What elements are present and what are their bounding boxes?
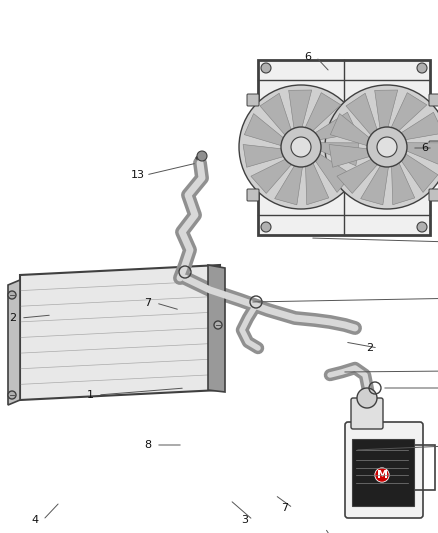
FancyBboxPatch shape: [429, 141, 438, 153]
FancyBboxPatch shape: [258, 60, 430, 235]
Text: 7: 7: [145, 298, 152, 308]
Text: 6: 6: [421, 143, 428, 153]
FancyBboxPatch shape: [247, 189, 259, 201]
Circle shape: [417, 222, 427, 232]
FancyBboxPatch shape: [345, 422, 423, 518]
Circle shape: [377, 137, 397, 157]
Polygon shape: [304, 112, 357, 142]
Polygon shape: [243, 144, 296, 167]
Polygon shape: [360, 154, 390, 205]
FancyBboxPatch shape: [352, 439, 414, 506]
Circle shape: [281, 127, 321, 167]
Polygon shape: [305, 151, 329, 205]
Polygon shape: [308, 147, 352, 192]
Text: 3: 3: [241, 515, 248, 525]
Text: 1: 1: [86, 390, 93, 400]
Polygon shape: [329, 144, 382, 167]
Polygon shape: [390, 112, 438, 142]
Circle shape: [367, 127, 407, 167]
Polygon shape: [289, 90, 312, 141]
Circle shape: [197, 151, 207, 161]
Polygon shape: [20, 265, 220, 400]
Circle shape: [8, 291, 16, 299]
Text: 2: 2: [367, 343, 374, 353]
Polygon shape: [275, 154, 304, 205]
Polygon shape: [346, 93, 381, 145]
Polygon shape: [394, 147, 438, 192]
Circle shape: [261, 63, 271, 73]
FancyBboxPatch shape: [429, 94, 438, 106]
Text: 4: 4: [32, 515, 39, 525]
Circle shape: [239, 85, 363, 209]
Polygon shape: [394, 143, 438, 166]
Text: 7: 7: [282, 503, 289, 513]
Circle shape: [8, 391, 16, 399]
Polygon shape: [244, 114, 293, 149]
Circle shape: [214, 321, 222, 329]
Circle shape: [357, 388, 377, 408]
Polygon shape: [391, 151, 415, 205]
Polygon shape: [251, 154, 300, 193]
Circle shape: [417, 63, 427, 73]
Polygon shape: [330, 114, 379, 149]
Polygon shape: [260, 93, 295, 145]
Polygon shape: [308, 143, 359, 166]
Polygon shape: [374, 90, 398, 141]
Text: 8: 8: [145, 440, 152, 450]
Polygon shape: [386, 93, 427, 139]
FancyBboxPatch shape: [247, 94, 259, 106]
Text: 13: 13: [131, 170, 145, 180]
Circle shape: [325, 85, 438, 209]
Polygon shape: [337, 154, 386, 193]
Polygon shape: [8, 280, 20, 405]
FancyBboxPatch shape: [351, 398, 383, 429]
Text: 6: 6: [304, 52, 311, 62]
Circle shape: [261, 222, 271, 232]
Polygon shape: [300, 93, 341, 139]
Text: 2: 2: [10, 313, 17, 323]
Polygon shape: [208, 265, 225, 392]
Text: M: M: [377, 470, 388, 480]
FancyBboxPatch shape: [429, 189, 438, 201]
Circle shape: [291, 137, 311, 157]
